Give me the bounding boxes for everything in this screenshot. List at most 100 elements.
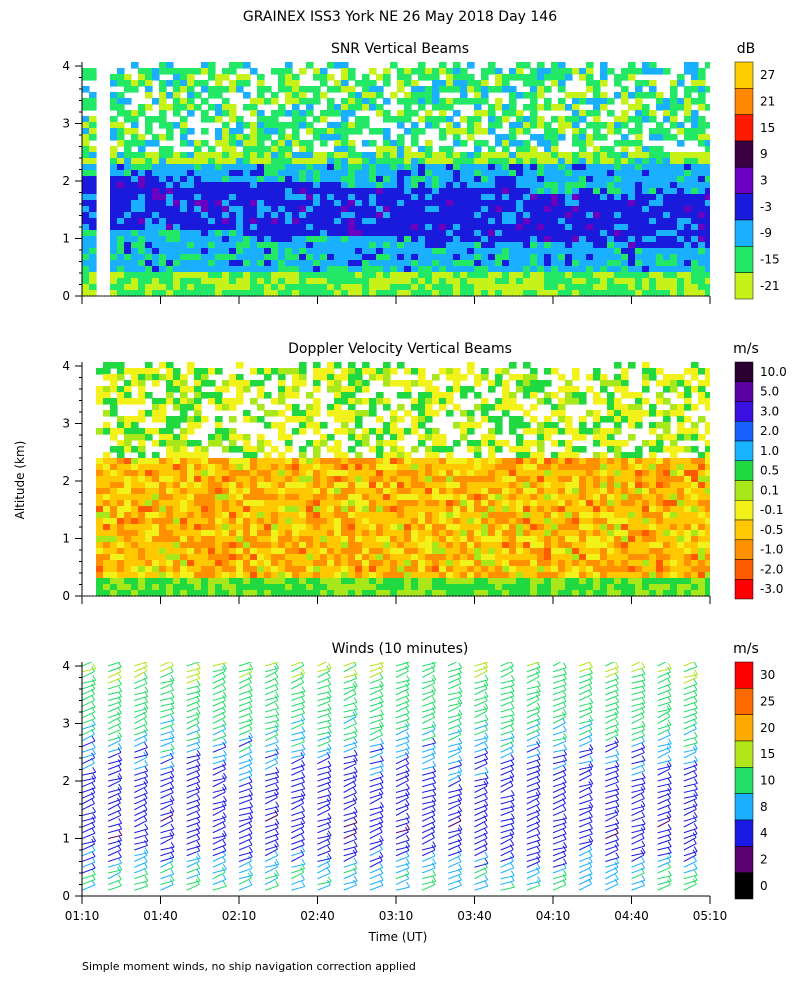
heat-cell bbox=[215, 404, 223, 411]
heat-cell bbox=[425, 164, 433, 171]
heat-cell bbox=[684, 188, 692, 195]
heat-cell bbox=[257, 194, 265, 201]
heat-cell bbox=[621, 122, 629, 129]
heat-cell bbox=[257, 476, 265, 483]
heat-cell bbox=[502, 464, 510, 471]
heat-cell bbox=[173, 560, 181, 567]
heat-cell bbox=[180, 74, 188, 81]
heat-cell bbox=[180, 86, 188, 93]
heat-cell bbox=[89, 128, 97, 135]
heat-cell bbox=[467, 386, 475, 393]
heat-cell bbox=[467, 134, 475, 141]
heat-cell bbox=[131, 152, 139, 159]
heat-cell bbox=[691, 218, 699, 225]
heat-cell bbox=[243, 266, 251, 273]
heat-cell bbox=[278, 104, 286, 111]
heat-cell bbox=[250, 380, 258, 387]
heat-cell bbox=[495, 548, 503, 555]
heat-cell bbox=[236, 272, 244, 279]
heat-cell bbox=[159, 536, 167, 543]
heat-cell bbox=[257, 80, 265, 87]
heat-cell bbox=[439, 146, 447, 153]
heat-cell bbox=[572, 224, 580, 231]
heat-cell bbox=[327, 494, 335, 501]
heat-cell bbox=[383, 440, 391, 447]
heat-cell bbox=[509, 494, 517, 501]
heat-cell bbox=[159, 164, 167, 171]
heat-cell bbox=[376, 152, 384, 159]
heat-cell bbox=[250, 482, 258, 489]
heat-cell bbox=[138, 242, 146, 249]
heat-cell bbox=[166, 536, 174, 543]
heat-cell bbox=[341, 170, 349, 177]
heat-cell bbox=[236, 584, 244, 591]
heat-cell bbox=[516, 578, 524, 585]
heat-cell bbox=[110, 116, 118, 123]
heat-cell bbox=[488, 152, 496, 159]
heat-cell bbox=[691, 80, 699, 87]
heat-cell bbox=[453, 68, 461, 75]
heat-cell bbox=[257, 236, 265, 243]
heat-cell bbox=[481, 206, 489, 213]
heat-cell bbox=[264, 236, 272, 243]
heat-cell bbox=[117, 236, 125, 243]
heat-cell bbox=[257, 380, 265, 387]
heat-cell bbox=[215, 170, 223, 177]
heat-cell bbox=[404, 386, 412, 393]
heat-cell bbox=[152, 488, 160, 495]
heat-cell bbox=[243, 146, 251, 153]
heat-cell bbox=[327, 98, 335, 105]
heat-cell bbox=[110, 164, 118, 171]
heat-cell bbox=[215, 458, 223, 465]
heat-cell bbox=[509, 428, 517, 435]
heat-cell bbox=[173, 176, 181, 183]
heat-cell bbox=[117, 470, 125, 477]
heat-cell bbox=[187, 530, 195, 537]
heat-cell bbox=[117, 128, 125, 135]
heat-cell bbox=[642, 278, 650, 285]
heat-cell bbox=[229, 242, 237, 249]
heat-cell bbox=[131, 278, 139, 285]
heat-cell bbox=[145, 266, 153, 273]
heat-cell bbox=[418, 524, 426, 531]
heat-cell bbox=[600, 212, 608, 219]
heat-cell bbox=[432, 236, 440, 243]
heat-cell bbox=[439, 194, 447, 201]
heat-cell bbox=[649, 224, 657, 231]
heat-cell bbox=[439, 212, 447, 219]
heat-cell bbox=[684, 68, 692, 75]
heat-cell bbox=[516, 476, 524, 483]
heat-cell bbox=[432, 524, 440, 531]
heat-cell bbox=[264, 134, 272, 141]
heat-cell bbox=[103, 524, 111, 531]
heat-cell bbox=[537, 80, 545, 87]
heat-cell bbox=[299, 122, 307, 129]
heat-cell bbox=[138, 386, 146, 393]
heat-cell bbox=[453, 98, 461, 105]
heat-cell bbox=[222, 554, 230, 561]
heat-cell bbox=[453, 218, 461, 225]
heat-cell bbox=[418, 104, 426, 111]
heat-cell bbox=[481, 500, 489, 507]
heat-cell bbox=[152, 374, 160, 381]
heat-cell bbox=[537, 152, 545, 159]
heat-cell bbox=[537, 242, 545, 249]
heat-cell bbox=[327, 284, 335, 291]
heat-cell bbox=[257, 98, 265, 105]
heat-cell bbox=[229, 578, 237, 585]
heat-cell bbox=[474, 110, 482, 117]
heat-cell bbox=[446, 536, 454, 543]
heat-cell bbox=[187, 488, 195, 495]
heat-cell bbox=[663, 236, 671, 243]
heat-cell bbox=[124, 392, 132, 399]
heat-cell bbox=[131, 422, 139, 429]
heat-cell bbox=[229, 272, 237, 279]
heat-cell bbox=[187, 404, 195, 411]
heat-cell bbox=[138, 440, 146, 447]
heat-cell bbox=[215, 260, 223, 267]
heat-cell bbox=[362, 368, 370, 375]
heat-cell bbox=[320, 524, 328, 531]
heat-cell bbox=[404, 218, 412, 225]
heat-cell bbox=[390, 272, 398, 279]
heat-cell bbox=[271, 242, 279, 249]
